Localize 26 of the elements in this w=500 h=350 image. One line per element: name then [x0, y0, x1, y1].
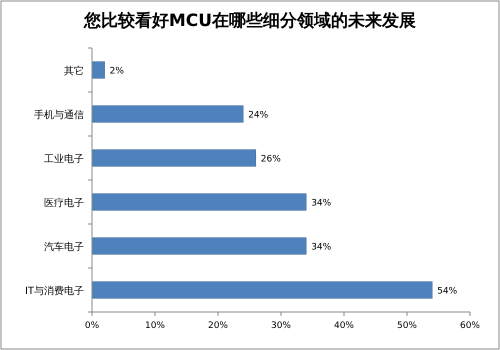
x-tick-label: 40%	[334, 321, 354, 331]
data-label: 24%	[248, 110, 269, 120]
x-tick-label: 50%	[396, 321, 418, 331]
data-label: 2%	[110, 66, 124, 76]
x-tick-label: 20%	[208, 321, 228, 331]
x-tick-label: 10%	[144, 321, 166, 331]
data-label: 34%	[311, 198, 332, 208]
x-tick-label: 30%	[270, 321, 292, 331]
data-label: 54%	[437, 286, 458, 296]
y-tick-label: 手机与通信	[34, 109, 84, 121]
y-tick-label: 汽车电子	[44, 241, 84, 253]
data-label: 34%	[311, 242, 332, 252]
bar	[92, 281, 432, 299]
bar	[92, 149, 256, 167]
y-tick-label: 其它	[64, 65, 84, 77]
y-tick-label: 工业电子	[44, 153, 84, 165]
bar	[92, 237, 306, 255]
data-label: 26%	[260, 154, 282, 164]
x-tick-label: 60%	[460, 321, 480, 331]
chart-title: 您比较看好MCU在哪些细分领域的未来发展	[82, 11, 416, 31]
bar	[92, 61, 105, 79]
y-tick-label: 医疗电子	[44, 197, 84, 209]
x-tick-label: 0%	[84, 321, 100, 331]
y-tick-label: IT与消费电子	[24, 285, 84, 297]
bar	[92, 193, 306, 211]
bar	[92, 105, 244, 123]
